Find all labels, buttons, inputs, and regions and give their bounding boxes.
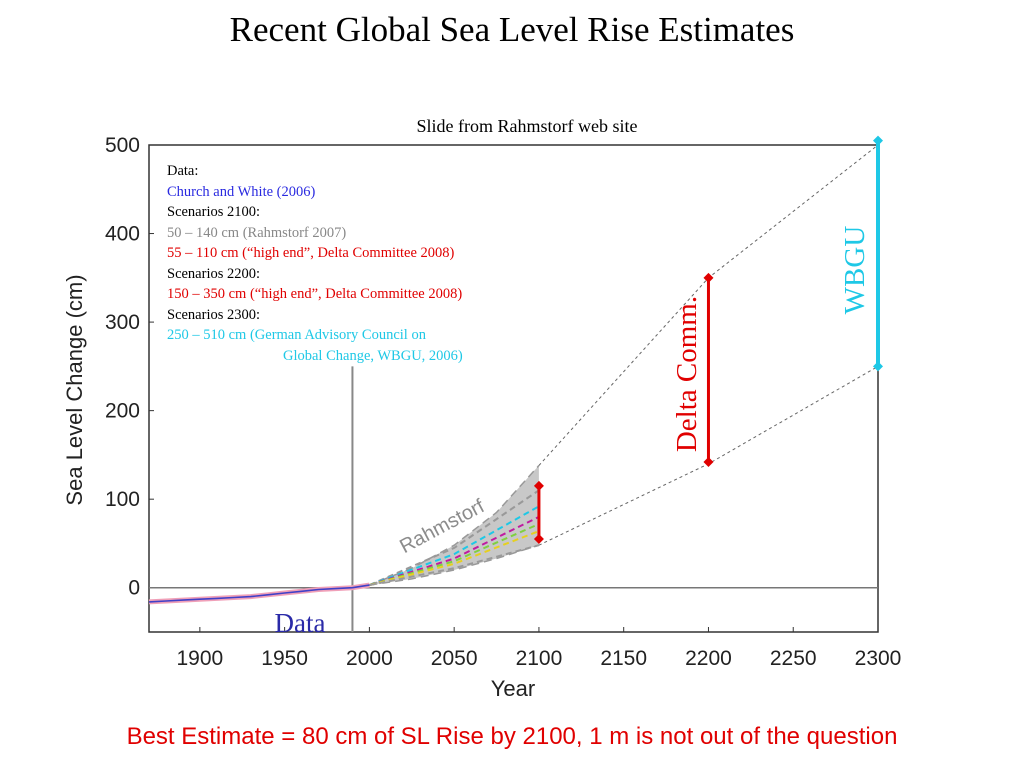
x-axis-label: Year xyxy=(491,676,535,701)
legend-delta-2200: 150 – 350 cm (“high end”, Delta Committe… xyxy=(167,286,463,302)
plot-layer: 1900 1950 2000 2050 2100 2150 2200 2250 2300 0 100… xyxy=(105,134,901,670)
legend-rahmstorf-range: 50 – 140 cm (Rahmstorf 2007) xyxy=(167,224,347,241)
legend-scenarios-2100: Scenarios 2100: xyxy=(167,204,261,220)
plot-frame xyxy=(148,144,879,633)
x-tick-label: 1950 xyxy=(261,647,308,670)
range-bar-cap xyxy=(533,534,544,545)
y-tick-label: 500 xyxy=(105,134,140,157)
legend-church-white: Church and White (2006) xyxy=(167,183,316,200)
slide-title: Recent Global Sea Level Rise Estimates xyxy=(229,10,795,49)
data-annotation: Data xyxy=(275,608,326,638)
range-bar-cap xyxy=(873,135,883,146)
x-tick-label: 2150 xyxy=(600,647,647,670)
y-tick-label: 0 xyxy=(128,577,140,600)
legend-delta-2100: 55 – 110 cm (“high end”, Delta Committee… xyxy=(167,245,455,261)
x-tick-label: 2200 xyxy=(685,647,732,670)
x-tick-label: 1900 xyxy=(177,647,224,670)
x-tick-label: 2100 xyxy=(516,647,563,670)
x-tick-label: 2000 xyxy=(346,647,393,670)
scenario-line xyxy=(369,505,540,587)
chart-legend: Data: Church and White (2006) Scenarios … xyxy=(167,161,463,366)
legend-scenarios-2300: Scenarios 2300: xyxy=(167,306,261,323)
x-tick-label: 2300 xyxy=(855,647,902,670)
scenario-line xyxy=(369,516,540,587)
y-tick-label: 300 xyxy=(105,311,140,334)
y-axis-label: Sea Level Change (cm) xyxy=(62,274,87,505)
scenario-line xyxy=(368,489,540,587)
band-lower-edge xyxy=(369,544,540,586)
y-tick-label: 100 xyxy=(105,488,140,511)
legend-wbgu-line1: 250 – 510 cm (German Advisory Council on xyxy=(167,327,426,343)
x-tick-label: 2250 xyxy=(770,647,817,670)
delta-comm-annotation: Delta Comm. xyxy=(671,296,703,452)
scenario-line xyxy=(369,544,540,587)
observed-data-line xyxy=(148,584,370,603)
legend-wbgu-line2: Global Change, WBGU, 2006) xyxy=(283,347,463,364)
wbgu-annotation: WBGU xyxy=(839,226,871,315)
x-tick-label: 2050 xyxy=(431,647,478,670)
legend-data-heading: Data: xyxy=(167,163,199,179)
y-tick-label: 200 xyxy=(105,400,140,423)
range-bar-cap xyxy=(873,361,883,372)
y-tick-label: 400 xyxy=(105,223,140,246)
rahmstorf-band xyxy=(369,465,539,586)
range-bar-cap xyxy=(703,272,714,283)
legend-scenarios-2200: Scenarios 2200: xyxy=(167,265,261,282)
range-bar-cap xyxy=(703,456,714,467)
slide-subtitle: Slide from Rahmstorf web site xyxy=(416,116,638,136)
range-bar-cap xyxy=(533,480,544,491)
best-estimate-note: Best Estimate = 80 cm of SL Rise by 2100… xyxy=(126,723,898,750)
